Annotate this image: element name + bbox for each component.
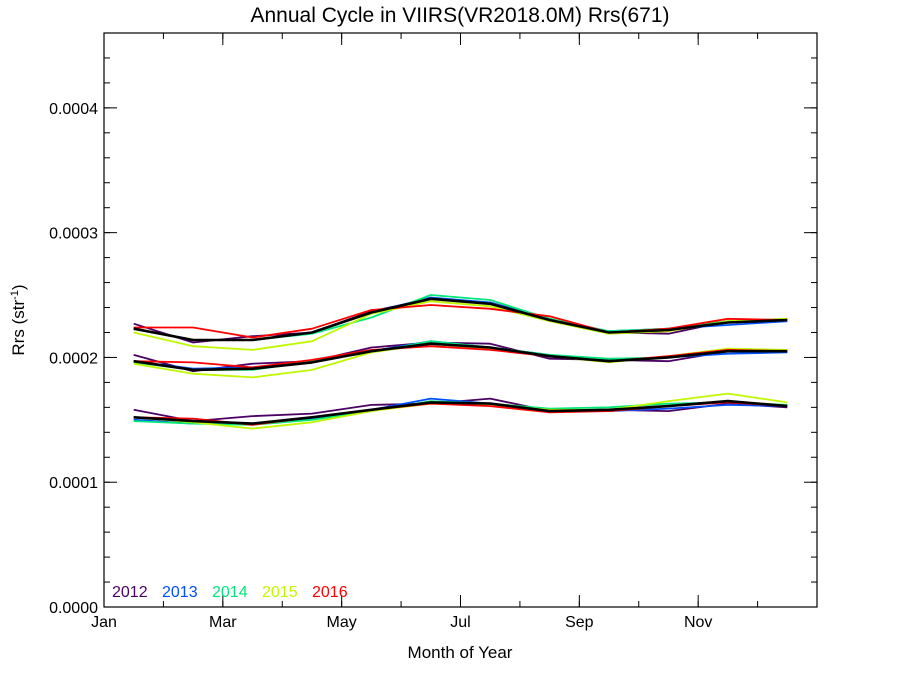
legend-item-2015: 2015 [262, 584, 298, 601]
series-line-mean-lower [133, 399, 788, 425]
legend-item-2012: 2012 [112, 584, 148, 601]
series-line-2016-upper [133, 304, 788, 339]
x-tick-label: Nov [684, 614, 712, 631]
legend-item-2016: 2016 [312, 584, 348, 601]
y-tick-label: 0.0002 [49, 350, 98, 367]
x-tick-label: Jan [91, 614, 117, 631]
x-tick-label: Mar [209, 614, 237, 631]
series-line-mean-upper [133, 297, 788, 342]
x-axis-label: Month of Year [408, 643, 513, 662]
series-line-2012-middle [133, 341, 788, 373]
y-tick-label: 0.0003 [49, 226, 98, 243]
legend-item-2014: 2014 [212, 584, 248, 601]
plot-frame [103, 32, 818, 608]
chart-title: Annual Cycle in VIIRS(VR2018.0M) Rrs(671… [251, 4, 670, 27]
x-tick-label: May [327, 614, 357, 631]
legend: 2012 2013 2014 2015 2016 [112, 584, 348, 601]
y-tick-label: 0.0004 [49, 101, 98, 118]
series-line-2012-upper [133, 297, 788, 344]
x-tick-label: Sep [565, 614, 594, 631]
x-tick-label: Jul [450, 614, 470, 631]
y-axis-label: Rrs (str-1) [9, 284, 28, 355]
y-tick-label: 0.0001 [49, 475, 98, 492]
legend-item-2013: 2013 [162, 584, 198, 601]
series-line-mean-middle [133, 342, 788, 372]
y-tick-label: 0.0000 [49, 600, 98, 617]
